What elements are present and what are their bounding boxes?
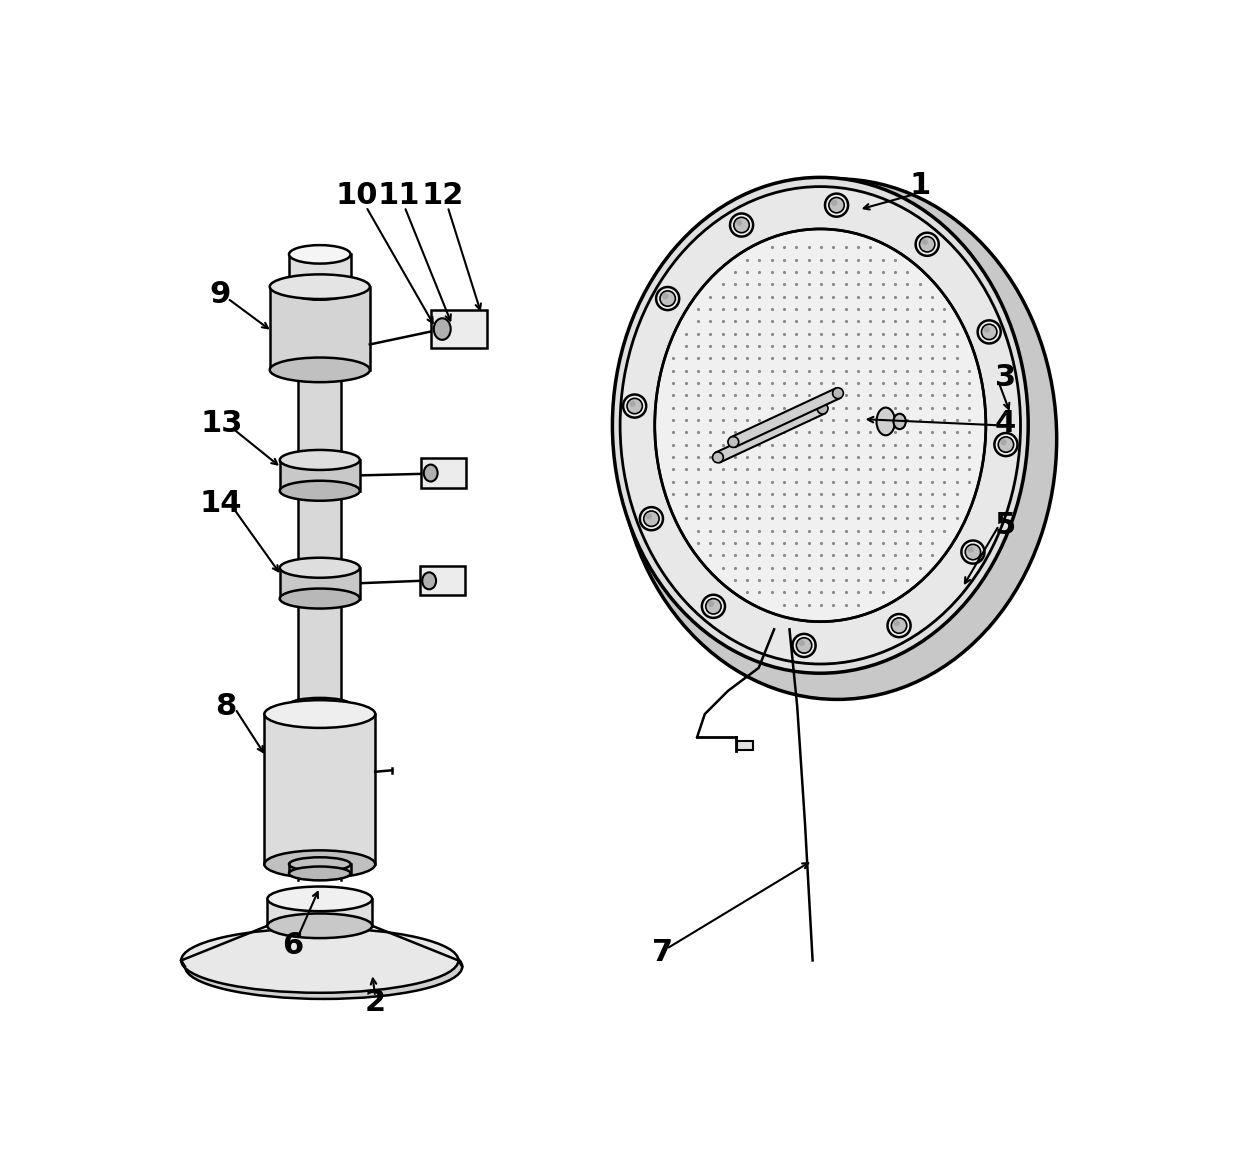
Ellipse shape xyxy=(662,294,668,300)
Ellipse shape xyxy=(264,700,376,728)
Ellipse shape xyxy=(734,218,749,233)
Ellipse shape xyxy=(618,179,1056,700)
Ellipse shape xyxy=(817,404,828,414)
Ellipse shape xyxy=(289,858,351,872)
Polygon shape xyxy=(299,367,341,880)
Ellipse shape xyxy=(656,287,680,310)
Ellipse shape xyxy=(629,400,635,407)
Ellipse shape xyxy=(613,178,1028,673)
Ellipse shape xyxy=(828,198,844,213)
Text: 2: 2 xyxy=(365,989,386,1017)
Ellipse shape xyxy=(730,213,753,236)
Ellipse shape xyxy=(708,601,714,607)
Ellipse shape xyxy=(434,318,450,339)
Ellipse shape xyxy=(422,572,436,590)
Ellipse shape xyxy=(646,514,652,519)
Ellipse shape xyxy=(185,935,463,999)
Ellipse shape xyxy=(644,511,660,526)
Ellipse shape xyxy=(915,233,939,256)
Text: 6: 6 xyxy=(283,930,304,959)
Ellipse shape xyxy=(792,634,816,658)
Text: 3: 3 xyxy=(994,363,1016,392)
Ellipse shape xyxy=(1001,439,1007,446)
Ellipse shape xyxy=(268,887,372,911)
Ellipse shape xyxy=(894,620,900,626)
Bar xyxy=(420,566,465,596)
Ellipse shape xyxy=(892,618,906,633)
Ellipse shape xyxy=(268,914,372,938)
Ellipse shape xyxy=(961,541,985,564)
Ellipse shape xyxy=(289,281,351,300)
Polygon shape xyxy=(268,899,372,925)
Polygon shape xyxy=(715,404,825,462)
Ellipse shape xyxy=(977,321,1001,344)
Ellipse shape xyxy=(706,599,722,614)
Text: 5: 5 xyxy=(994,511,1016,539)
Ellipse shape xyxy=(280,450,360,470)
Ellipse shape xyxy=(894,414,905,429)
Ellipse shape xyxy=(737,220,743,226)
Ellipse shape xyxy=(799,640,805,646)
Ellipse shape xyxy=(825,193,848,216)
Ellipse shape xyxy=(289,246,351,263)
Ellipse shape xyxy=(280,558,360,578)
Ellipse shape xyxy=(877,407,895,435)
Ellipse shape xyxy=(264,851,376,878)
Ellipse shape xyxy=(290,889,350,901)
Polygon shape xyxy=(289,704,351,714)
Bar xyxy=(422,459,466,488)
Ellipse shape xyxy=(627,398,642,414)
Polygon shape xyxy=(732,388,841,447)
Ellipse shape xyxy=(796,638,812,653)
Ellipse shape xyxy=(888,614,910,638)
Ellipse shape xyxy=(289,697,351,711)
Bar xyxy=(432,310,487,349)
Text: 14: 14 xyxy=(200,489,243,518)
Ellipse shape xyxy=(832,387,843,399)
Ellipse shape xyxy=(270,358,370,383)
Text: 11: 11 xyxy=(378,181,420,211)
Ellipse shape xyxy=(280,481,360,501)
Ellipse shape xyxy=(280,589,360,608)
Ellipse shape xyxy=(921,239,928,245)
Ellipse shape xyxy=(831,200,837,206)
Polygon shape xyxy=(264,714,376,865)
Text: 10: 10 xyxy=(336,181,378,211)
Ellipse shape xyxy=(655,229,986,621)
Ellipse shape xyxy=(967,546,973,552)
Ellipse shape xyxy=(424,464,438,482)
Polygon shape xyxy=(289,254,351,290)
Ellipse shape xyxy=(998,436,1013,453)
Ellipse shape xyxy=(728,436,739,447)
Ellipse shape xyxy=(289,867,351,880)
Ellipse shape xyxy=(982,324,997,339)
Text: 1: 1 xyxy=(910,171,931,200)
Ellipse shape xyxy=(702,594,725,618)
Polygon shape xyxy=(280,460,360,490)
Text: 8: 8 xyxy=(216,691,237,721)
Text: 4: 4 xyxy=(994,410,1016,439)
Ellipse shape xyxy=(713,452,723,463)
Text: 9: 9 xyxy=(210,280,231,309)
Ellipse shape xyxy=(994,433,1018,456)
Ellipse shape xyxy=(640,507,663,530)
Polygon shape xyxy=(289,865,351,874)
Bar xyxy=(737,741,753,750)
Ellipse shape xyxy=(289,707,351,721)
Polygon shape xyxy=(270,287,370,370)
Ellipse shape xyxy=(620,186,1021,665)
Ellipse shape xyxy=(983,326,990,332)
Ellipse shape xyxy=(270,275,370,300)
Ellipse shape xyxy=(181,928,459,993)
Text: 13: 13 xyxy=(200,410,243,439)
Ellipse shape xyxy=(624,394,646,418)
Ellipse shape xyxy=(920,236,935,252)
Text: 12: 12 xyxy=(422,181,464,211)
Ellipse shape xyxy=(660,291,676,307)
Text: 7: 7 xyxy=(652,938,673,968)
Polygon shape xyxy=(280,567,360,599)
Ellipse shape xyxy=(965,544,981,559)
